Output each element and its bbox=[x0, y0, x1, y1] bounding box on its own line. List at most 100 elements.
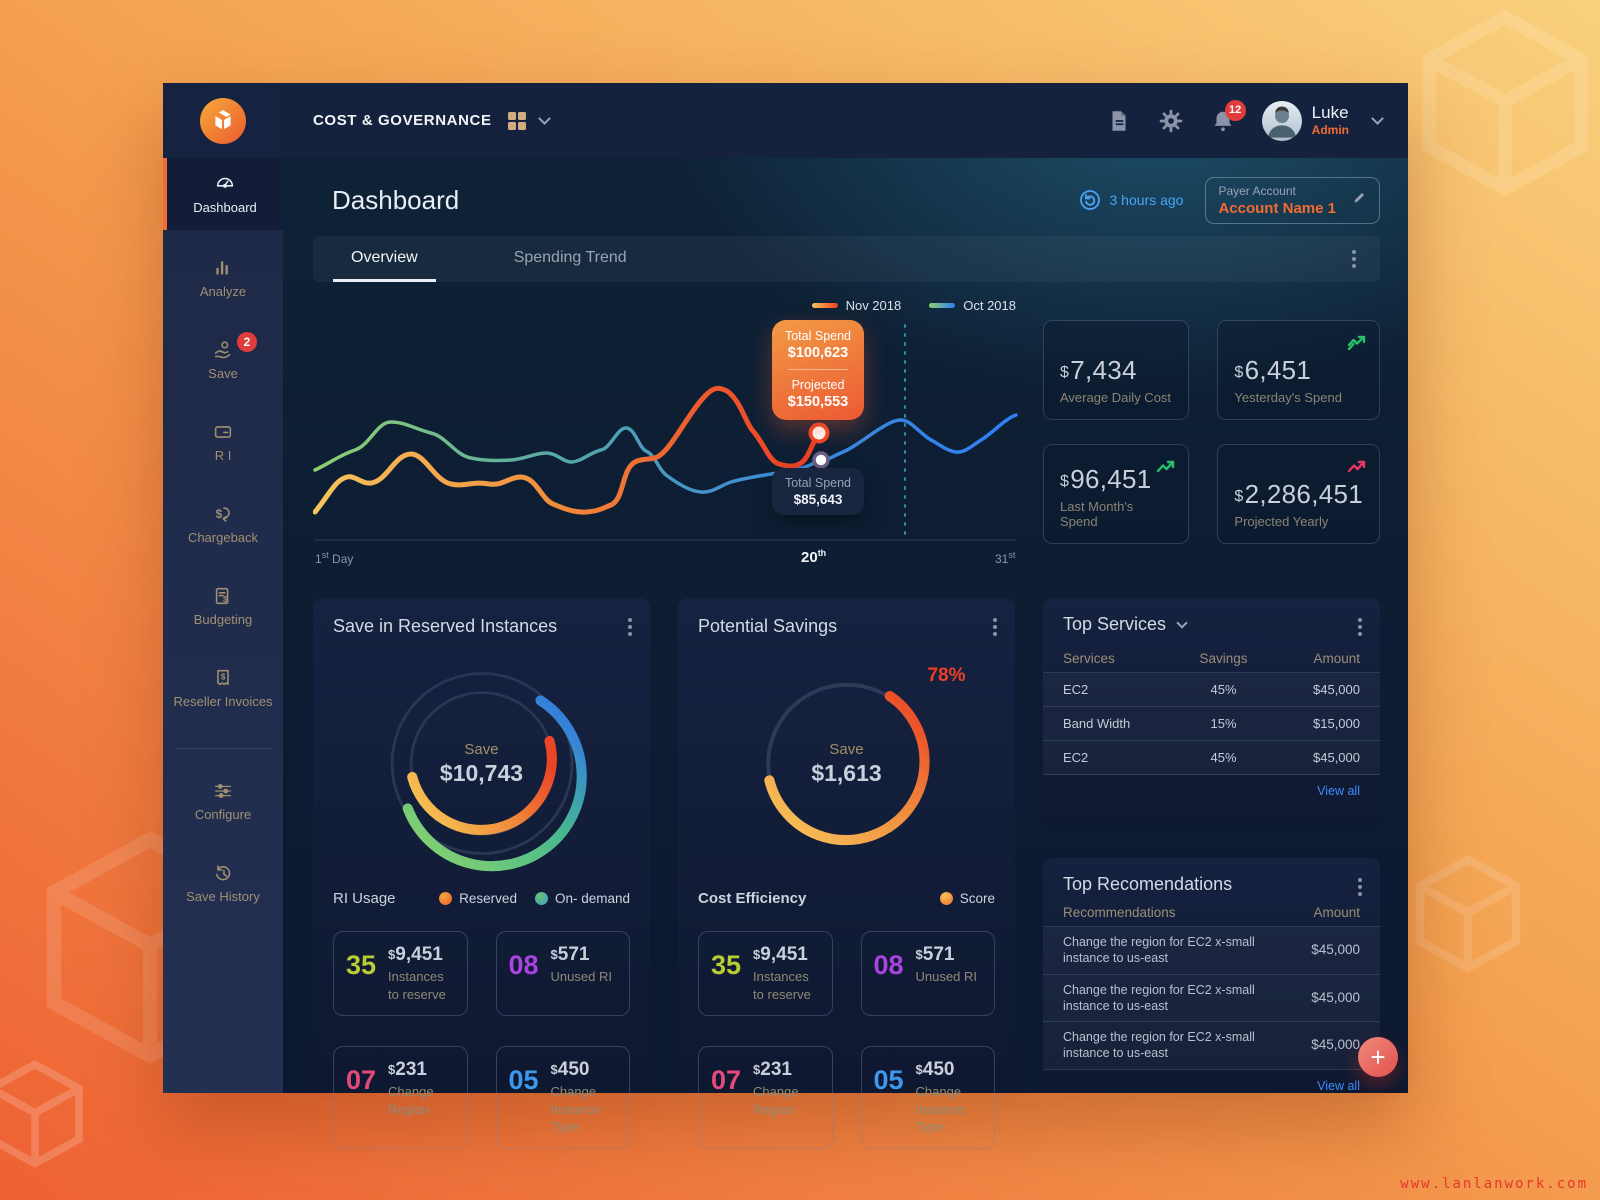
card-title: Potential Savings bbox=[698, 616, 838, 636]
stat-projected-yearly: $2,286,451 Projected Yearly bbox=[1217, 444, 1380, 544]
sidebar-item-reseller-invoices[interactable]: $ Reseller Invoices bbox=[163, 654, 283, 722]
kebab-menu-icon[interactable] bbox=[1354, 878, 1366, 896]
logo-area bbox=[163, 83, 283, 158]
score-dot-icon bbox=[939, 892, 953, 905]
sidebar-item-configure[interactable]: Configure bbox=[163, 767, 283, 835]
reports-button[interactable] bbox=[1106, 108, 1132, 134]
page-header: Dashboard 3 hours ago Payer Account Acco… bbox=[313, 174, 1380, 226]
legend-oct-2018: Oct 2018 bbox=[929, 298, 1016, 313]
table-row: Band Width 15% $15,000 bbox=[1043, 706, 1380, 741]
settings-button[interactable] bbox=[1158, 108, 1184, 134]
stat-cards: $7,434 Average Daily Cost $6,451 Yesterd… bbox=[1043, 320, 1380, 566]
sidebar-nav: Dashboard Analyze 2 Save R I $ Chargebac… bbox=[163, 158, 283, 917]
stat-yesterdays-spend: $6,451 Yesterday's Spend bbox=[1217, 320, 1380, 420]
kebab-menu-icon[interactable] bbox=[1354, 618, 1366, 636]
payer-account-selector[interactable]: Payer Account Account Name 1 bbox=[1205, 176, 1380, 224]
sliders-icon bbox=[215, 783, 231, 799]
legend-reserved: Reserved bbox=[439, 891, 517, 906]
legend-score: Score bbox=[939, 891, 995, 906]
notifications-button[interactable]: 12 bbox=[1210, 99, 1246, 134]
page-title: Dashboard bbox=[332, 184, 460, 215]
trend-up-green-icon bbox=[1156, 457, 1176, 475]
ri-donut-chart: Save $10,743 bbox=[367, 651, 597, 876]
legend-on-demand: On- demand bbox=[534, 891, 630, 906]
oct-swatch-icon bbox=[929, 303, 956, 308]
add-button[interactable]: + bbox=[1358, 1037, 1398, 1077]
svg-text:$: $ bbox=[223, 595, 228, 604]
legend-nov-2018: Nov 2018 bbox=[811, 298, 901, 313]
kebab-menu-icon[interactable] bbox=[624, 618, 636, 636]
app-logo-icon[interactable] bbox=[200, 97, 246, 144]
dashboard-window: Dashboard Analyze 2 Save R I $ Chargebac… bbox=[163, 83, 1408, 1149]
spend-line-chart: Nov 2018 Oct 2018 bbox=[312, 298, 1028, 566]
x-axis: 1st Day 20th 31st bbox=[313, 548, 1015, 566]
top-recommendations-table: Recommendations Amount Change the region… bbox=[1043, 899, 1380, 1070]
kebab-menu-icon[interactable] bbox=[1348, 236, 1360, 282]
table-row: Change the region for EC2 x-small instan… bbox=[1043, 1021, 1380, 1070]
ri-stat-tiles: 35 $9,451 Instances to reserve 08 $571 U… bbox=[333, 931, 630, 1149]
apps-grid-icon[interactable] bbox=[507, 111, 526, 130]
table-row: EC2 45% $45,000 bbox=[1043, 740, 1380, 775]
savings-hand-icon bbox=[214, 341, 231, 359]
sidebar-item-analyze[interactable]: Analyze bbox=[163, 244, 283, 312]
background-cube-decoration bbox=[1410, 10, 1600, 200]
main-content: Dashboard 3 hours ago Payer Account Acco… bbox=[283, 158, 1408, 1149]
line-chart-svg bbox=[312, 324, 1018, 541]
chevron-down-icon[interactable] bbox=[1176, 617, 1188, 629]
app-title: COST & GOVERNANCE bbox=[313, 112, 492, 129]
tile-change-region: 07 $231 Change Region bbox=[698, 1046, 833, 1149]
svg-text:$: $ bbox=[221, 672, 226, 681]
document-icon bbox=[1112, 110, 1126, 131]
card-title: Save in Reserved Instances bbox=[333, 616, 558, 636]
nov-swatch-icon bbox=[811, 303, 838, 308]
sidebar-item-dashboard[interactable]: Dashboard bbox=[163, 158, 283, 230]
top-bar: COST & GOVERNANCE 12 bbox=[283, 83, 1408, 158]
svg-text:$: $ bbox=[216, 507, 223, 521]
reserved-instances-card: Save in Reserved Instances bbox=[313, 598, 650, 1149]
sidebar-item-chargeback[interactable]: $ Chargeback bbox=[163, 490, 283, 558]
top-recommendations-card: Top Recomendations Recommendations Amoun… bbox=[1043, 858, 1380, 1093]
chevron-down-icon[interactable] bbox=[537, 112, 551, 125]
refresh-icon bbox=[1079, 190, 1100, 210]
savings-gauge-chart: 78% Save $1,613 bbox=[732, 651, 966, 876]
avatar bbox=[1261, 100, 1302, 141]
chart-legend: Nov 2018 Oct 2018 bbox=[811, 298, 1016, 313]
table-row: Change the region for EC2 x-small instan… bbox=[1043, 973, 1380, 1022]
donut-center-text: Save $10,743 bbox=[439, 740, 524, 786]
view-all-link[interactable]: View all bbox=[1317, 784, 1360, 798]
sidebar-item-save-history[interactable]: Save History bbox=[163, 849, 283, 917]
chargeback-icon: $ bbox=[216, 507, 230, 522]
user-menu[interactable]: Luke Admin bbox=[1261, 100, 1384, 141]
edit-icon[interactable] bbox=[1352, 190, 1367, 210]
tile-instances-to-reserve: 35 $9,451 Instances to reserve bbox=[333, 931, 468, 1017]
oct-tooltip: Total Spend $85,643 bbox=[772, 468, 864, 515]
view-all-link[interactable]: View all bbox=[1317, 1078, 1360, 1093]
refresh-control[interactable]: 3 hours ago bbox=[1078, 188, 1184, 212]
user-name: Luke bbox=[1311, 103, 1349, 123]
card-title: Top Services bbox=[1043, 614, 1380, 635]
tab-spending-trend[interactable]: Spending Trend bbox=[513, 248, 627, 266]
tab-bar: Overview Spending Trend bbox=[313, 236, 1380, 282]
kebab-menu-icon[interactable] bbox=[989, 618, 1001, 636]
bar-chart-icon bbox=[216, 261, 228, 275]
table-row: EC2 45% $45,000 bbox=[1043, 672, 1380, 707]
trend-up-green-icon bbox=[1347, 333, 1367, 351]
invoice-icon: $ bbox=[217, 669, 229, 686]
watermark: www.lanlanwork.com bbox=[1400, 1176, 1588, 1192]
trend-up-red-icon bbox=[1347, 457, 1367, 475]
nov-data-point-marker bbox=[808, 422, 830, 444]
history-icon bbox=[215, 865, 231, 881]
background-cube-decoration bbox=[1408, 855, 1528, 975]
background-cube-decoration bbox=[0, 1060, 90, 1170]
x-axis-label-first: 1st Day bbox=[315, 550, 354, 566]
tab-overview[interactable]: Overview bbox=[333, 236, 436, 282]
sidebar-item-save[interactable]: 2 Save bbox=[163, 326, 283, 394]
sidebar-item-ri[interactable]: R I bbox=[163, 408, 283, 476]
chevron-down-icon bbox=[1371, 112, 1384, 125]
last-refresh-text: 3 hours ago bbox=[1109, 192, 1184, 208]
sidebar-item-budgeting[interactable]: $ Budgeting bbox=[163, 572, 283, 640]
top-services-card: Top Services Services Savings Amount EC2… bbox=[1043, 598, 1380, 825]
ri-usage-legend: RI Usage Reserved On- demand bbox=[333, 890, 630, 907]
nov-tooltip: Total Spend $100,623 Projected $150,553 bbox=[772, 320, 864, 420]
tile-instances-to-reserve: 35 $9,451 Instances to reserve bbox=[698, 931, 833, 1017]
